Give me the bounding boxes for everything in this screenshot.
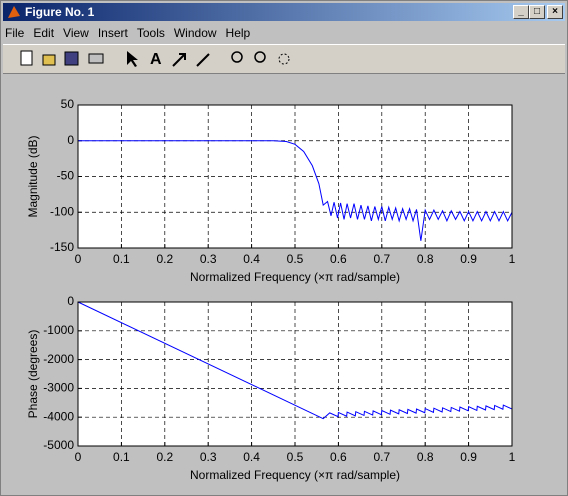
axes-frame — [77, 301, 513, 447]
x-tick-label: 0.8 — [417, 450, 434, 464]
menu-item[interactable]: File — [5, 26, 25, 40]
maximize-button[interactable]: □ — [529, 5, 545, 19]
menu-item[interactable]: Help — [225, 26, 251, 40]
minimize-button[interactable]: _ — [513, 5, 529, 19]
line-icon[interactable] — [196, 53, 210, 67]
app-icon — [8, 6, 20, 18]
y-tick-label: 0 — [67, 294, 74, 308]
new-icon[interactable] — [20, 50, 33, 66]
toolbar-icons: A — [20, 50, 290, 68]
text-icon[interactable]: A — [150, 51, 162, 68]
menu-item[interactable]: Edit — [33, 26, 55, 40]
y-tick-label: -4000 — [43, 409, 74, 423]
y-tick-label: 50 — [61, 97, 75, 111]
y-tick-label: -1000 — [43, 323, 74, 337]
zoom-out-icon[interactable] — [254, 51, 266, 63]
x-tick-label: 0.1 — [113, 252, 130, 266]
x-tick-label: 0.7 — [373, 450, 390, 464]
x-tick-label: 0.7 — [373, 252, 390, 266]
toolbar: A — [3, 44, 565, 74]
open-icon[interactable] — [42, 54, 56, 66]
x-tick-label: 0.6 — [330, 450, 347, 464]
print-icon[interactable] — [88, 53, 104, 64]
x-tick-label: 0.5 — [287, 450, 304, 464]
x-tick-label: 0.9 — [460, 450, 477, 464]
x-tick-label: 0.4 — [243, 450, 260, 464]
x-tick-label: 0.3 — [200, 252, 217, 266]
axes-frame — [77, 104, 513, 249]
x-tick-label: 0.4 — [243, 252, 260, 266]
menu-item[interactable]: Tools — [136, 26, 165, 40]
x-axis-label: Normalized Frequency (×π rad/sample) — [190, 468, 400, 482]
menu-bar: File Edit View Insert Tools Window Help — [5, 23, 250, 43]
menu-item[interactable]: Window — [173, 26, 217, 40]
x-axis-label: Normalized Frequency (×π rad/sample) — [190, 270, 400, 284]
y-axis-label: Magnitude (dB) — [26, 135, 40, 217]
menu-item[interactable]: View — [63, 26, 89, 40]
x-tick-label: 0 — [75, 450, 82, 464]
x-tick-label: 0.9 — [460, 252, 477, 266]
y-axis-label: Phase (degrees) — [26, 330, 40, 419]
y-tick-label: -150 — [50, 240, 74, 254]
x-tick-label: 0.1 — [113, 450, 130, 464]
y-tick-label: 0 — [67, 133, 74, 147]
rotate-icon[interactable] — [278, 53, 290, 65]
x-tick-label: 0.5 — [287, 252, 304, 266]
data-line — [77, 301, 512, 420]
data-line — [78, 140, 513, 241]
window-title: Figure No. 1 — [25, 5, 95, 19]
save-icon[interactable] — [64, 51, 79, 66]
x-tick-label: 1 — [509, 252, 516, 266]
arrow-line-icon[interactable] — [172, 53, 186, 67]
y-tick-label: -3000 — [43, 381, 74, 395]
x-tick-label: 0.6 — [330, 252, 347, 266]
y-tick-label: -100 — [50, 204, 74, 218]
x-tick-label: 0.2 — [156, 450, 173, 464]
x-tick-label: 0.2 — [156, 252, 173, 266]
zoom-in-icon[interactable] — [231, 51, 243, 63]
menu-item[interactable]: Insert — [97, 26, 128, 40]
x-tick-label: 1 — [509, 450, 516, 464]
x-tick-label: 0.3 — [200, 450, 217, 464]
x-tick-label: 0.8 — [417, 252, 434, 266]
y-tick-label: -50 — [57, 169, 75, 183]
y-tick-label: -2000 — [43, 352, 74, 366]
y-tick-label: -5000 — [43, 438, 74, 452]
close-button[interactable]: × — [547, 5, 563, 19]
arrow-icon[interactable] — [127, 51, 138, 67]
title-bar: Figure No. 1 _ □ × — [3, 3, 565, 21]
x-tick-label: 0 — [75, 252, 82, 266]
